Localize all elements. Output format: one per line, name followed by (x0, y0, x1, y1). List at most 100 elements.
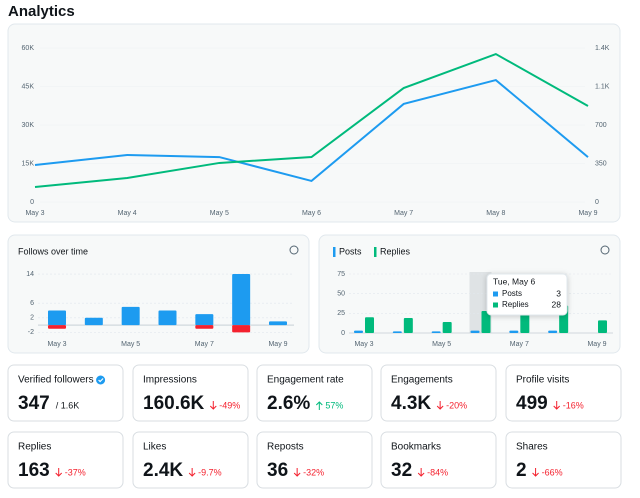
x-tick-label: May 3 (25, 210, 44, 217)
metric-value: 163 (18, 460, 50, 481)
trend-arrow (293, 468, 301, 477)
legend-label: Replies (380, 246, 411, 256)
metric-label: Engagement rate (267, 375, 344, 386)
bar (158, 310, 177, 326)
bar (392, 331, 402, 333)
metric-card (505, 431, 622, 489)
info-icon[interactable] (289, 245, 299, 255)
tooltip-value: 28 (552, 299, 562, 309)
metric-value: 2.6% (267, 393, 310, 414)
tooltip (486, 273, 568, 316)
metric-label: Reposts (267, 442, 304, 453)
metric-label: Likes (143, 442, 166, 453)
bar (195, 314, 214, 326)
trend-arrow (188, 468, 196, 477)
tooltip-title: Tue, May 6 (493, 276, 535, 286)
metric-label: Profile visits (516, 375, 569, 386)
legend-swatch (374, 247, 377, 257)
y2-tick-label: 0 (595, 199, 599, 206)
metric-label: Verified followers (18, 375, 94, 386)
bar (84, 317, 103, 326)
x-tick-label: May 7 (510, 341, 529, 348)
metric-label: Shares (516, 442, 548, 453)
metric-card (7, 431, 124, 489)
metric-value: 32 (391, 460, 412, 481)
y-tick-label: 0 (341, 330, 345, 337)
x-tick-label: May 3 (354, 341, 373, 348)
x-tick-label: May 8 (486, 210, 505, 217)
x-tick-label: May 4 (118, 210, 137, 217)
line-series (34, 52, 589, 189)
y2-tick-label: 350 (595, 160, 607, 167)
tooltip-swatch (493, 291, 498, 297)
tooltip-swatch (493, 302, 498, 308)
y2-tick-label: 1.1K (595, 83, 610, 90)
metric-card (256, 364, 373, 422)
x-tick-label: May 6 (302, 210, 321, 217)
bar (403, 318, 413, 333)
trend-arrow (436, 401, 444, 410)
y-tick-label: -2 (28, 329, 34, 336)
legend-label: Posts (339, 246, 362, 256)
verified-badge (96, 375, 106, 385)
y-tick-label: 50 (337, 291, 345, 298)
y-tick-label: 0 (30, 199, 34, 206)
trend-arrow (55, 468, 63, 477)
x-tick-label: May 5 (210, 210, 229, 217)
y-tick-label: 15K (22, 160, 35, 167)
tooltip-label: Posts (502, 289, 522, 298)
bar (195, 325, 214, 329)
metric-change: 57% (325, 400, 343, 410)
bar (269, 321, 287, 326)
trend-arrow (315, 401, 323, 410)
metric-card (132, 431, 249, 489)
metric-value: 499 (516, 393, 548, 414)
metric-label: Bookmarks (391, 442, 441, 453)
bar (509, 330, 519, 333)
bar (232, 325, 251, 333)
x-tick-label: May 7 (195, 341, 214, 348)
y-tick-label: 2 (30, 315, 34, 322)
bar (598, 320, 607, 333)
x-tick-label: May 9 (578, 210, 597, 217)
y-tick-label: 14 (26, 271, 34, 278)
panel-title: Follows over time (18, 246, 88, 256)
bar (121, 306, 140, 326)
metric-card (7, 364, 124, 422)
x-tick-label: May 5 (432, 341, 451, 348)
metric-value: 36 (267, 460, 288, 481)
x-tick-label: May 7 (394, 210, 413, 217)
bar (470, 330, 480, 333)
metric-label: Engagements (391, 375, 453, 386)
bar (48, 310, 66, 326)
metric-value: 4.3K (391, 393, 431, 414)
metric-card (256, 431, 373, 489)
info-icon[interactable] (600, 245, 610, 255)
x-tick-label: May 9 (268, 341, 287, 348)
y2-tick-label: 1.4K (595, 45, 610, 52)
metric-value: 2 (516, 460, 527, 481)
y2-tick-label: 700 (595, 122, 607, 129)
bar (548, 330, 558, 333)
y-tick-label: 75 (337, 271, 345, 278)
metric-change: -16% (563, 400, 584, 410)
trend-arrow (532, 468, 539, 477)
bar (481, 310, 491, 333)
trend-arrow (553, 401, 561, 410)
tooltip-label: Replies (502, 300, 529, 309)
bar (431, 331, 441, 333)
y-tick-label: 25 (337, 310, 345, 317)
metric-value: 2.4K (143, 460, 183, 481)
metric-change: -84% (427, 467, 448, 477)
metric-change: -9.7% (198, 467, 222, 477)
metric-label: Replies (18, 442, 51, 453)
legend-swatch (333, 247, 336, 257)
bar (520, 313, 530, 333)
y-tick-label: 60K (22, 45, 35, 52)
y-tick-label: 6 (30, 300, 34, 307)
metric-change: -20% (446, 400, 467, 410)
bar (442, 321, 452, 333)
metric-total: / 1.6K (56, 400, 80, 410)
metric-value: 347 (18, 393, 50, 414)
